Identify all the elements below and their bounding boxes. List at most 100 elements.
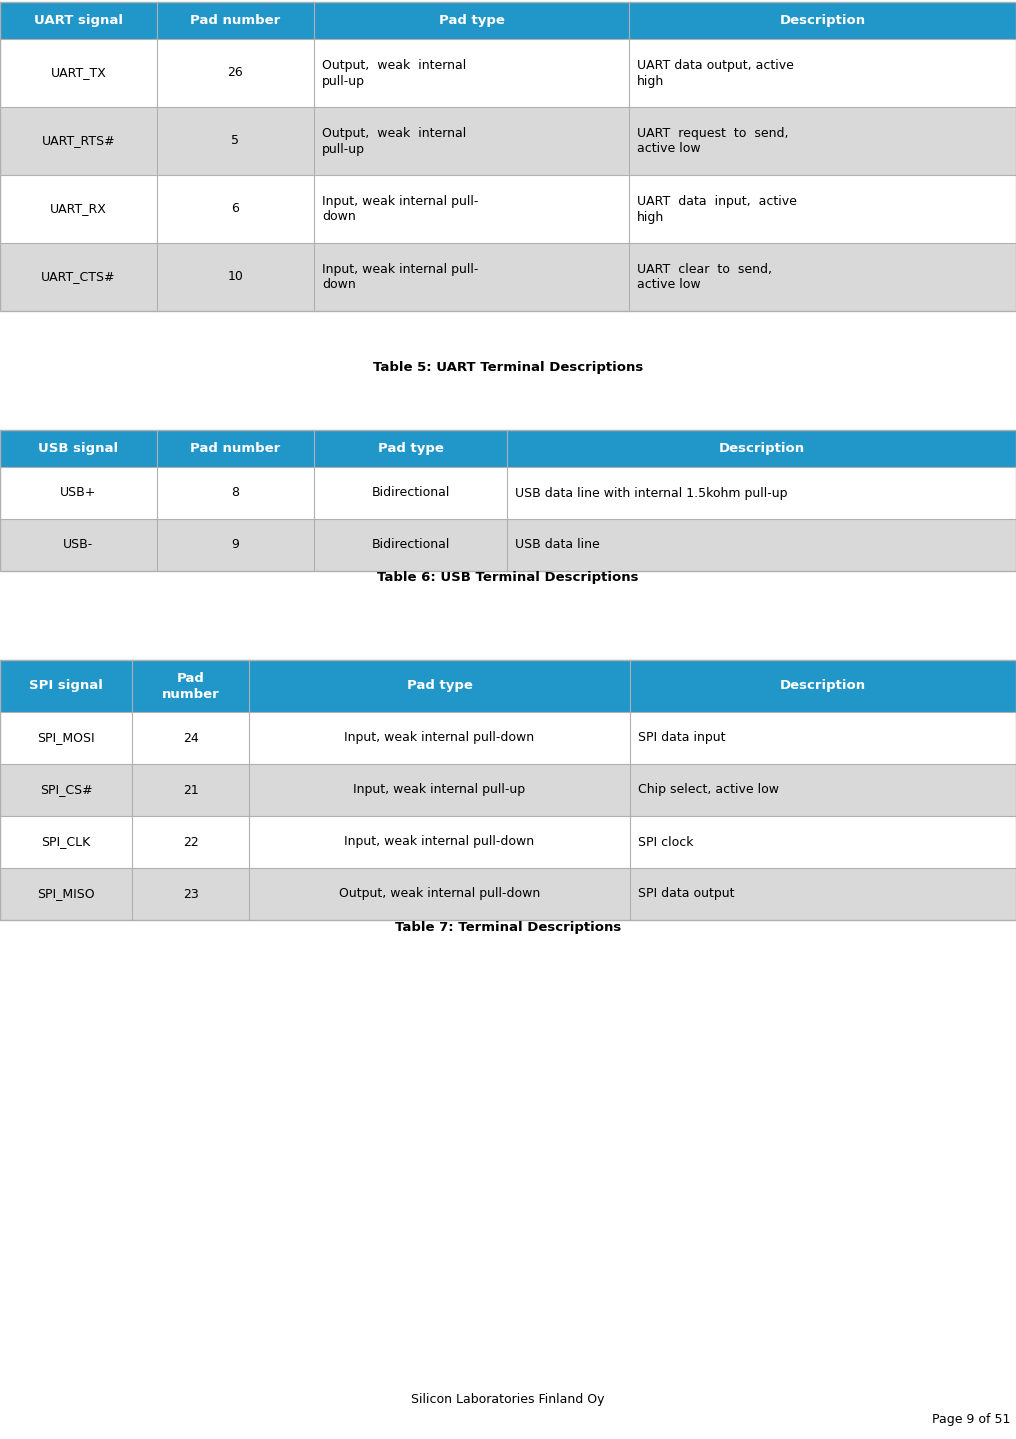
Text: USB data line with internal 1.5kohm pull-up: USB data line with internal 1.5kohm pull… — [515, 486, 787, 499]
Bar — [157, 106, 314, 176]
Text: Pad type: Pad type — [406, 679, 472, 692]
Bar — [314, 1, 629, 39]
Bar — [157, 39, 314, 106]
Bar — [132, 661, 249, 712]
Text: UART_CTS#: UART_CTS# — [42, 271, 116, 283]
Text: UART data output, active
high: UART data output, active high — [637, 59, 793, 88]
Bar — [314, 176, 629, 243]
Bar — [0, 430, 157, 468]
Bar — [0, 243, 157, 311]
Bar — [630, 868, 1016, 920]
Bar — [0, 764, 132, 816]
Text: UART  data  input,  active
high: UART data input, active high — [637, 194, 797, 223]
Text: Table 7: Terminal Descriptions: Table 7: Terminal Descriptions — [395, 921, 621, 934]
Bar — [629, 1, 1016, 39]
Bar — [314, 243, 629, 311]
Text: UART  request  to  send,
active low: UART request to send, active low — [637, 127, 788, 155]
Bar — [0, 868, 132, 920]
Text: 24: 24 — [183, 731, 198, 744]
Text: UART_RX: UART_RX — [50, 203, 107, 216]
Text: Page 9 of 51: Page 9 of 51 — [932, 1413, 1010, 1426]
Text: Table 6: USB Terminal Descriptions: Table 6: USB Terminal Descriptions — [377, 571, 639, 584]
Text: Input, weak internal pull-down: Input, weak internal pull-down — [344, 731, 534, 744]
Bar — [157, 243, 314, 311]
Bar — [629, 176, 1016, 243]
Text: Chip select, active low: Chip select, active low — [638, 783, 779, 797]
Bar — [157, 176, 314, 243]
Text: Pad number: Pad number — [190, 442, 280, 455]
Text: Description: Description — [780, 679, 866, 692]
Text: 5: 5 — [232, 134, 240, 148]
Bar — [507, 468, 1016, 519]
Bar — [249, 868, 630, 920]
Text: SPI clock: SPI clock — [638, 836, 694, 849]
Text: Bidirectional: Bidirectional — [371, 486, 450, 499]
Text: Input, weak internal pull-up: Input, weak internal pull-up — [354, 783, 525, 797]
Bar — [630, 816, 1016, 868]
Text: Bidirectional: Bidirectional — [371, 538, 450, 551]
Bar — [0, 176, 157, 243]
Bar — [157, 519, 314, 571]
Bar — [0, 816, 132, 868]
Text: 6: 6 — [232, 203, 240, 216]
Bar — [0, 661, 1016, 920]
Bar — [249, 661, 630, 712]
Text: Pad
number: Pad number — [162, 672, 219, 701]
Text: SPI signal: SPI signal — [29, 679, 103, 692]
Bar — [314, 106, 629, 176]
Text: USB signal: USB signal — [39, 442, 119, 455]
Bar — [629, 106, 1016, 176]
Text: 8: 8 — [232, 486, 240, 499]
Text: 10: 10 — [228, 271, 244, 283]
Bar — [0, 430, 1016, 571]
Text: Pad type: Pad type — [378, 442, 443, 455]
Text: 21: 21 — [183, 783, 198, 797]
Text: 26: 26 — [228, 66, 244, 79]
Text: Input, weak internal pull-
down: Input, weak internal pull- down — [322, 194, 479, 223]
Bar — [630, 764, 1016, 816]
Bar — [0, 1, 157, 39]
Text: SPI data output: SPI data output — [638, 888, 735, 901]
Bar — [314, 39, 629, 106]
Bar — [630, 712, 1016, 764]
Bar — [507, 430, 1016, 468]
Bar — [0, 468, 157, 519]
Text: Table 5: UART Terminal Descriptions: Table 5: UART Terminal Descriptions — [373, 361, 643, 374]
Bar — [629, 39, 1016, 106]
Bar — [314, 519, 507, 571]
Bar — [0, 1, 1016, 311]
Text: Pad number: Pad number — [190, 14, 280, 27]
Text: 9: 9 — [232, 538, 240, 551]
Bar — [0, 39, 157, 106]
Bar — [314, 468, 507, 519]
Text: SPI_CS#: SPI_CS# — [40, 783, 92, 797]
Text: Output,  weak  internal
pull-up: Output, weak internal pull-up — [322, 59, 466, 88]
Bar — [132, 712, 249, 764]
Text: SPI_MOSI: SPI_MOSI — [38, 731, 94, 744]
Bar — [132, 868, 249, 920]
Text: UART  clear  to  send,
active low: UART clear to send, active low — [637, 262, 772, 292]
Bar — [132, 816, 249, 868]
Bar — [629, 243, 1016, 311]
Bar — [157, 1, 314, 39]
Bar — [249, 816, 630, 868]
Text: Input, weak internal pull-
down: Input, weak internal pull- down — [322, 262, 479, 292]
Bar — [630, 661, 1016, 712]
Text: SPI data input: SPI data input — [638, 731, 725, 744]
Text: USB data line: USB data line — [515, 538, 599, 551]
Text: Input, weak internal pull-down: Input, weak internal pull-down — [344, 836, 534, 849]
Text: Output, weak internal pull-down: Output, weak internal pull-down — [339, 888, 541, 901]
Text: Description: Description — [718, 442, 805, 455]
Bar — [157, 430, 314, 468]
Bar — [157, 468, 314, 519]
Bar — [0, 519, 157, 571]
Bar — [249, 764, 630, 816]
Text: USB+: USB+ — [60, 486, 97, 499]
Bar — [0, 661, 132, 712]
Bar — [314, 430, 507, 468]
Text: SPI_CLK: SPI_CLK — [42, 836, 90, 849]
Text: 22: 22 — [183, 836, 198, 849]
Bar — [249, 712, 630, 764]
Bar — [0, 712, 132, 764]
Text: USB-: USB- — [63, 538, 93, 551]
